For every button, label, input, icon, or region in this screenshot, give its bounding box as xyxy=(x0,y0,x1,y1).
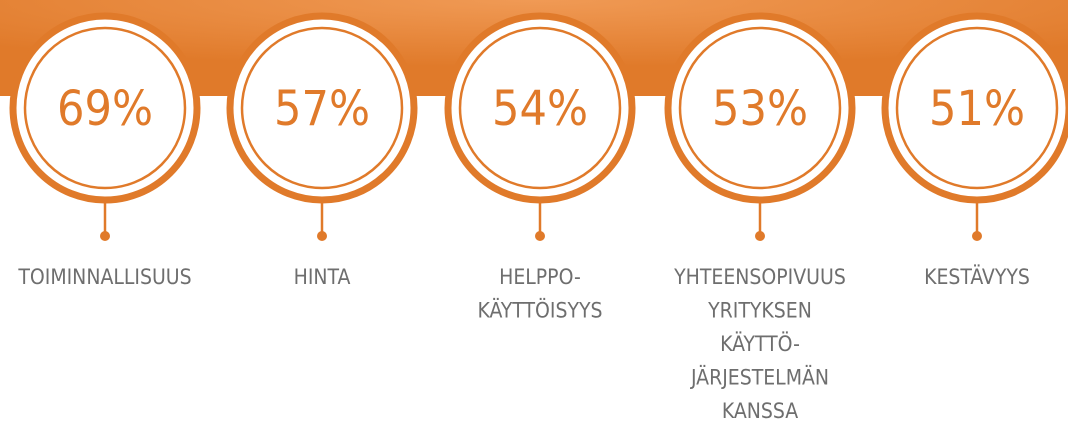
label-line: TOIMINNALLISUUS xyxy=(17,265,191,289)
label-line: KESTÄVYYS xyxy=(924,264,1030,289)
percent: 57% xyxy=(274,81,370,137)
stem-dot xyxy=(972,231,982,241)
outer-ring xyxy=(664,12,856,204)
inner-ring xyxy=(458,26,622,190)
percent: 53% xyxy=(712,81,808,137)
label: TOIMINNALLISUUS xyxy=(17,265,191,289)
percent: 54% xyxy=(492,81,588,137)
outer-ring xyxy=(881,12,1068,204)
label: HINTA xyxy=(294,265,351,289)
items: 69% TOIMINNALLISUUS 57% HINTA 54% HELPPO- KÄYT… xyxy=(9,12,1068,423)
outer-ring xyxy=(226,12,418,204)
label: KESTÄVYYS xyxy=(924,264,1030,289)
stem-dot xyxy=(317,231,327,241)
inner-ring xyxy=(678,26,842,190)
stem-dot xyxy=(755,231,765,241)
label: HELPPO- KÄYTTÖISYYS xyxy=(477,265,602,323)
label-line: HINTA xyxy=(294,265,351,289)
label-line: JÄRJESTELMÄN xyxy=(690,365,829,390)
percent: 51% xyxy=(929,81,1025,137)
label-line: YHTEENSOPIVUUS xyxy=(673,265,846,289)
inner-ring xyxy=(240,26,404,190)
label-line: YRITYKSEN xyxy=(707,299,812,323)
percent: 69% xyxy=(57,81,153,137)
outer-ring xyxy=(9,12,201,204)
label: YHTEENSOPIVUUS YRITYKSEN KÄYTTÖ- JÄRJESTELM… xyxy=(673,265,846,423)
label-line: HELPPO- xyxy=(499,265,581,289)
outer-ring xyxy=(444,12,636,204)
label-line: KANSSA xyxy=(722,399,798,423)
label-line: KÄYTTÖISYYS xyxy=(477,298,602,323)
inner-ring xyxy=(895,26,1059,190)
stem-dot xyxy=(100,231,110,241)
stem-dot xyxy=(535,231,545,241)
inner-ring xyxy=(23,26,187,190)
label-line: KÄYTTÖ- xyxy=(720,331,800,356)
